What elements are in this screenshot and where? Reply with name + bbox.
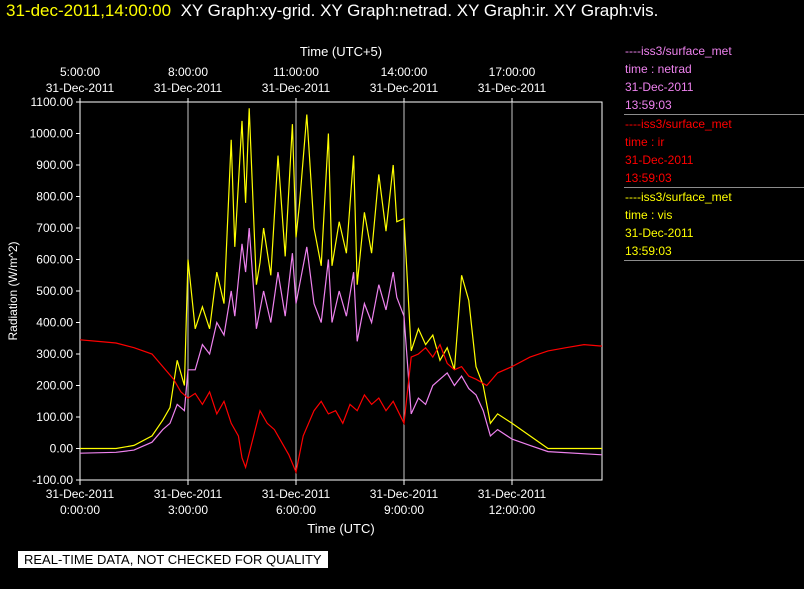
x-tick-time: 12:00:00 xyxy=(489,503,536,517)
legend-date: 31-Dec-2011 xyxy=(625,80,694,94)
x-tick-time: 9:00:00 xyxy=(384,503,424,517)
y-axis-title: Radiation (W/m^2) xyxy=(6,242,20,341)
y-tick-label: 400.00 xyxy=(36,316,73,330)
y-tick-label: 200.00 xyxy=(36,379,73,393)
plot-frame xyxy=(79,101,603,481)
x2-tick-date: 31-Dec-2011 xyxy=(370,81,439,95)
x-axis-title: Time (UTC) xyxy=(307,521,374,536)
x2-axis-title: Time (UTC+5) xyxy=(300,44,382,59)
series-line-time-vis xyxy=(80,108,602,450)
x-tick-time: 0:00:00 xyxy=(60,503,100,517)
y-tick-label: 700.00 xyxy=(36,221,73,235)
legend-var: time : netrad xyxy=(625,62,692,76)
series-line-time-ir xyxy=(80,339,602,475)
legend-date: 31-Dec-2011 xyxy=(625,153,694,167)
y-tick-label: 300.00 xyxy=(36,347,73,361)
xy-plot: 31-Dec-2011 0:00:00 31-Dec-2011 3:00:00 31-D… xyxy=(6,44,603,536)
y-tick-label: -100.00 xyxy=(32,473,73,487)
x-tick-date: 31-Dec-2011 xyxy=(46,487,115,501)
x-tick-time: 3:00:00 xyxy=(168,503,208,517)
legend-var: time : vis xyxy=(625,208,673,222)
x-tick-date: 31-Dec-2011 xyxy=(154,487,223,501)
legend-time: 13:59:03 xyxy=(625,98,672,112)
y-tick-label: 1100.00 xyxy=(31,95,74,109)
x2-tick-time: 8:00:00 xyxy=(168,65,208,79)
x2-tick-date: 31-Dec-2011 xyxy=(154,81,223,95)
legend-title: ----iss3/surface_met xyxy=(625,190,732,204)
y-tick-label: 1000.00 xyxy=(30,127,74,141)
timestamp: 31-dec-2011,14:00:00 xyxy=(6,1,172,20)
x-tick-date: 31-Dec-2011 xyxy=(262,487,331,501)
header-title: 31-dec-2011,14:00:00 XY Graph:xy-grid. X… xyxy=(6,1,658,21)
series-line-time-netrad xyxy=(80,227,602,456)
y-tick-label: 800.00 xyxy=(36,190,73,204)
legend-date: 31-Dec-2011 xyxy=(625,226,694,240)
legend-title: ----iss3/surface_met xyxy=(625,44,732,58)
legend-title: ----iss3/surface_met xyxy=(625,117,732,131)
y-tick-label: 0.00 xyxy=(50,442,74,456)
legend-var: time : ir xyxy=(625,135,665,149)
y-tick-label: 500.00 xyxy=(36,284,73,298)
x-tick-date: 31-Dec-2011 xyxy=(370,487,439,501)
legend-time: 13:59:03 xyxy=(625,171,672,185)
x2-tick-time: 14:00:00 xyxy=(381,65,428,79)
x-tick-date: 31-Dec-2011 xyxy=(478,487,547,501)
x2-tick-time: 11:00:00 xyxy=(273,65,319,79)
y-tick-label: 900.00 xyxy=(36,158,73,172)
x2-tick-date: 31-Dec-2011 xyxy=(46,81,115,95)
legend: ----iss3/surface_met time : netrad 31-Dec-… xyxy=(624,42,804,261)
x2-tick-time: 17:00:00 xyxy=(489,65,536,79)
quality-disclaimer: REAL-TIME DATA, NOT CHECKED FOR QUALITY xyxy=(18,551,328,568)
y-tick-label: 100.00 xyxy=(36,410,73,424)
x2-tick-date: 31-Dec-2011 xyxy=(478,81,547,95)
x2-tick-time: 5:00:00 xyxy=(60,65,100,79)
x-tick-time: 6:00:00 xyxy=(276,503,316,517)
graph-list: XY Graph:xy-grid. XY Graph:netrad. XY Gr… xyxy=(180,1,659,20)
x2-tick-date: 31-Dec-2011 xyxy=(262,81,331,95)
legend-time: 13:59:03 xyxy=(625,244,672,258)
y-tick-label: 600.00 xyxy=(36,253,73,267)
